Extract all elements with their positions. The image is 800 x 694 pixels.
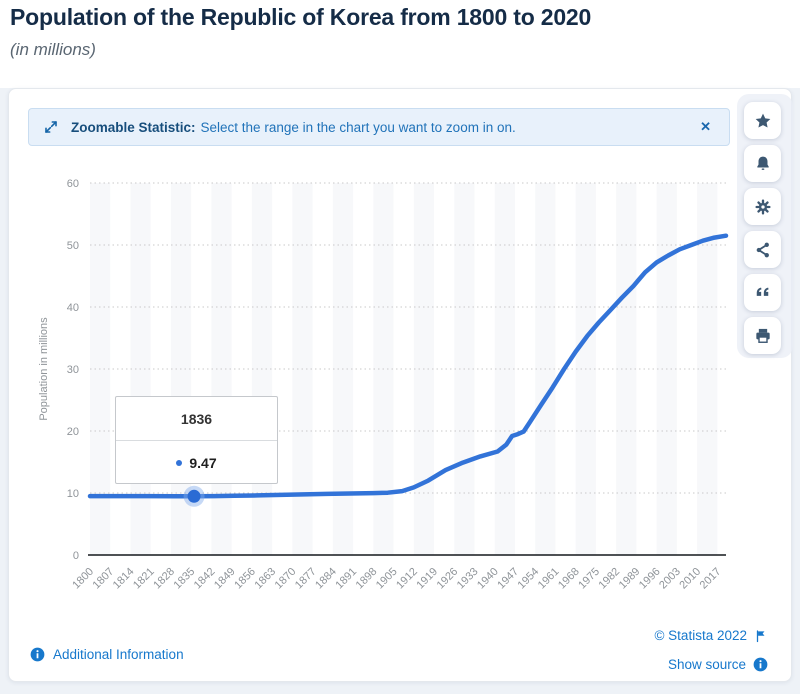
svg-text:1828: 1828 (151, 566, 177, 592)
page-header-background (0, 0, 800, 88)
svg-text:1877: 1877 (293, 566, 319, 592)
svg-text:1933: 1933 (455, 566, 481, 592)
tooltip-year: 1836 (116, 397, 277, 441)
svg-text:20: 20 (67, 426, 79, 438)
svg-text:2017: 2017 (698, 566, 724, 592)
svg-text:1849: 1849 (212, 566, 238, 592)
svg-text:1919: 1919 (414, 566, 440, 592)
series-marker-dot (176, 459, 183, 466)
gear-icon (755, 199, 770, 214)
svg-text:1912: 1912 (394, 566, 420, 592)
svg-text:1975: 1975 (576, 566, 602, 592)
share-button[interactable] (744, 231, 781, 268)
additional-information-link[interactable]: Additional Information (30, 647, 184, 662)
svg-text:2010: 2010 (677, 566, 703, 592)
print-button[interactable] (744, 317, 781, 354)
svg-text:1870: 1870 (273, 566, 299, 592)
svg-text:1814: 1814 (111, 566, 137, 592)
copyright-label: © Statista 2022 (654, 628, 747, 643)
quote-icon (756, 287, 769, 296)
svg-text:1835: 1835 (172, 566, 198, 592)
show-source-label: Show source (667, 657, 746, 672)
star-icon (755, 113, 770, 127)
favorite-button[interactable] (744, 102, 781, 139)
statista-copyright-link[interactable]: © Statista 2022 (654, 621, 768, 650)
printer-icon (755, 328, 770, 343)
population-series-line (87, 233, 729, 499)
banner-close-button[interactable]: ✕ (692, 109, 719, 145)
banner-message: Select the range in the chart you want t… (200, 119, 516, 135)
svg-text:2003: 2003 (657, 566, 683, 592)
svg-text:1856: 1856 (232, 566, 258, 592)
svg-text:1968: 1968 (556, 566, 582, 592)
svg-text:0: 0 (73, 550, 79, 562)
svg-text:1884: 1884 (313, 566, 339, 592)
footer-source-block: © Statista 2022 Show source (654, 621, 768, 679)
zoomable-statistic-banner: Zoomable Statistic: Select the range in … (28, 108, 730, 146)
zoom-range-icon (43, 119, 59, 135)
banner-label: Zoomable Statistic: (71, 119, 196, 135)
bell-icon (756, 156, 769, 170)
svg-text:1989: 1989 (617, 566, 643, 592)
svg-text:30: 30 (67, 364, 79, 376)
marker-point (187, 489, 201, 503)
page-title: Population of the Republic of Korea from… (10, 4, 592, 30)
svg-text:1821: 1821 (131, 566, 157, 592)
svg-text:1891: 1891 (333, 566, 359, 592)
svg-text:1863: 1863 (252, 566, 278, 592)
svg-text:1940: 1940 (475, 566, 501, 592)
svg-text:1982: 1982 (596, 566, 622, 592)
tooltip-value: 9.47 (189, 454, 217, 471)
alerts-button[interactable] (744, 145, 781, 182)
svg-text:1996: 1996 (637, 566, 663, 592)
info-icon (30, 647, 45, 662)
flag-icon (756, 629, 765, 642)
cite-button[interactable] (744, 274, 781, 311)
svg-text:1947: 1947 (495, 566, 521, 592)
additional-information-label: Additional Information (53, 647, 184, 662)
y-axis-title: Population in millions (38, 317, 50, 421)
share-icon (756, 242, 769, 257)
page-subtitle: (in millions) (10, 40, 96, 59)
svg-text:10: 10 (67, 488, 79, 500)
svg-text:1842: 1842 (192, 566, 218, 592)
settings-button[interactable] (744, 188, 781, 225)
svg-text:1954: 1954 (516, 566, 542, 592)
svg-text:1961: 1961 (536, 566, 562, 592)
svg-text:1898: 1898 (354, 566, 380, 592)
svg-text:1926: 1926 (435, 566, 461, 592)
chart-tooltip: 1836 9.47 (115, 396, 278, 484)
svg-text:1905: 1905 (374, 566, 400, 592)
tooltip-value-row: 9.47 (116, 441, 277, 484)
svg-text:50: 50 (67, 240, 79, 252)
svg-text:1807: 1807 (91, 566, 117, 592)
svg-text:40: 40 (67, 302, 79, 314)
info-icon (753, 657, 768, 672)
x-tick-labels: 1800180718141821182818351842184918561863… (70, 566, 723, 592)
show-source-link[interactable]: Show source (654, 650, 768, 679)
svg-text:1800: 1800 (70, 566, 96, 592)
svg-text:60: 60 (67, 178, 79, 190)
y-tick-labels: 0 10 20 30 40 50 60 (67, 178, 79, 562)
